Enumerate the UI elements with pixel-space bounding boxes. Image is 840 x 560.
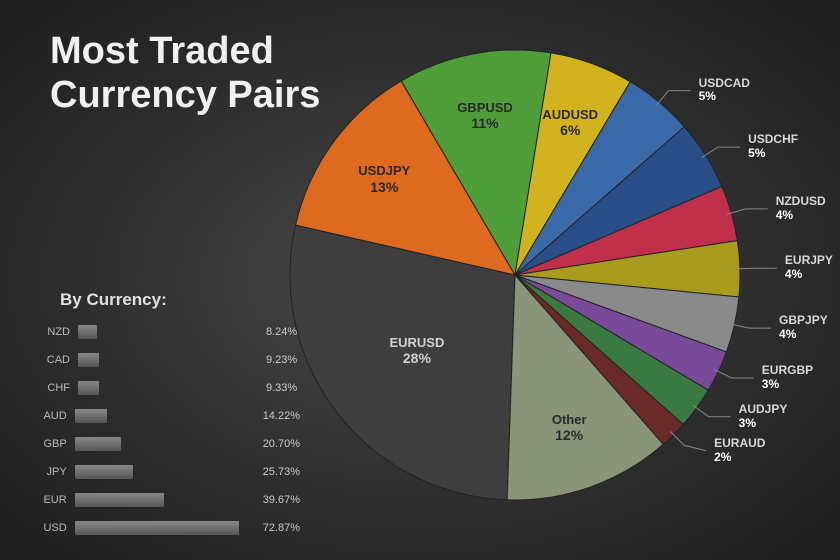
slice-pct: 3% <box>762 378 813 392</box>
leader-line <box>702 147 741 157</box>
bar-value: 9.33% <box>266 382 297 394</box>
bar-label: USD <box>40 522 75 534</box>
bar-row: AUD 14.22% <box>40 404 300 427</box>
slice-pct: 4% <box>785 268 833 282</box>
slice-pct: 2% <box>714 451 765 465</box>
slice-pct: 4% <box>776 209 826 223</box>
slice-name: USDCAD <box>699 76 750 90</box>
bar-track <box>75 521 255 535</box>
bar-value: 72.87% <box>263 522 300 534</box>
bar-value: 39.67% <box>263 494 300 506</box>
bar-fill <box>75 465 133 479</box>
slice-name: GBPJPY <box>779 313 828 327</box>
bar-row: JPY 25.73% <box>40 460 300 483</box>
bar-chart-title: By Currency: <box>60 290 300 310</box>
bar-track <box>75 437 255 451</box>
bar-label: AUD <box>40 410 75 422</box>
bar-track <box>75 465 255 479</box>
slice-pct: 11% <box>457 115 513 132</box>
slice-pct: 13% <box>358 179 410 196</box>
bar-track <box>75 409 255 423</box>
bar-row: NZD 8.24% <box>40 320 300 343</box>
bar-track <box>78 381 258 395</box>
bar-value: 9.23% <box>266 354 297 366</box>
bar-fill <box>78 381 99 395</box>
leader-line <box>656 91 690 106</box>
bar-label: CHF <box>40 382 78 394</box>
pie-slice-label: AUDUSD6% <box>542 107 598 139</box>
bar-label: JPY <box>40 466 75 478</box>
bar-label: CAD <box>40 354 78 366</box>
pie-ext-label: EURJPY4% <box>785 254 833 282</box>
leader-line <box>727 209 768 214</box>
leader-line <box>730 324 771 328</box>
bar-value: 14.22% <box>263 410 300 422</box>
title-line-1: Most Traded <box>50 30 274 72</box>
bar-fill <box>75 493 164 507</box>
slice-name: GBPUSD <box>457 100 513 115</box>
slice-name: AUDUSD <box>542 107 598 122</box>
slice-name: NZDUSD <box>776 194 826 208</box>
bar-row: CAD 9.23% <box>40 348 300 371</box>
bar-value: 8.24% <box>266 326 297 338</box>
pie-ext-label: USDCAD5% <box>699 77 750 105</box>
bar-fill <box>75 409 107 423</box>
bar-row: USD 72.87% <box>40 516 300 539</box>
pie-ext-label: EURAUD2% <box>714 437 765 465</box>
slice-name: EURUSD <box>389 335 444 350</box>
bar-track <box>78 325 258 339</box>
pie-ext-label: GBPJPY4% <box>779 314 828 342</box>
slice-pct: 6% <box>542 122 598 139</box>
bar-track <box>75 493 255 507</box>
slice-pct: 5% <box>699 90 750 104</box>
pie-slice-label: EURUSD28% <box>389 335 444 367</box>
leader-line <box>693 405 731 417</box>
bar-value: 20.70% <box>263 438 300 450</box>
bar-label: EUR <box>40 494 75 506</box>
slice-pct: 4% <box>779 328 828 342</box>
pie-ext-label: AUDJPY3% <box>739 403 788 431</box>
pie-slice-label: USDJPY13% <box>358 163 410 195</box>
page-title: Most Traded Currency Pairs <box>50 30 320 117</box>
pie-chart: EURUSD28% USDJPY13% GBPUSD11% AUDUSD6% Other… <box>290 50 740 500</box>
bar-row: GBP 20.70% <box>40 432 300 455</box>
bar-row: EUR 39.67% <box>40 488 300 511</box>
bar-fill <box>75 437 122 451</box>
leader-line <box>714 370 754 378</box>
bar-label: GBP <box>40 438 75 450</box>
bar-label: NZD <box>40 326 78 338</box>
bar-row: CHF 9.33% <box>40 376 300 399</box>
slice-name: AUDJPY <box>739 402 788 416</box>
slice-name: USDJPY <box>358 163 410 178</box>
slice-name: USDCHF <box>748 132 798 146</box>
slice-name: EURGBP <box>762 363 813 377</box>
bar-track <box>78 353 258 367</box>
slice-pct: 28% <box>389 350 444 367</box>
pie-slice-label: Other12% <box>552 412 587 444</box>
slice-name: EURAUD <box>714 436 765 450</box>
bar-chart: By Currency: NZD 8.24% CAD 9.23% CHF 9.33% AUD… <box>40 290 300 544</box>
slice-pct: 12% <box>552 427 587 444</box>
leader-line <box>735 268 776 269</box>
slice-pct: 5% <box>748 147 798 161</box>
pie-slice-label: GBPUSD11% <box>457 100 513 132</box>
bar-fill <box>78 325 97 339</box>
bar-fill <box>78 353 99 367</box>
slice-pct: 3% <box>739 417 788 431</box>
slice-name: EURJPY <box>785 253 833 267</box>
title-line-2: Currency Pairs <box>50 74 320 116</box>
pie-ext-label: USDCHF5% <box>748 133 798 161</box>
bar-fill <box>75 521 239 535</box>
pie-ext-label: EURGBP3% <box>762 364 813 392</box>
slice-name: Other <box>552 412 587 427</box>
bar-value: 25.73% <box>263 466 300 478</box>
pie-ext-label: NZDUSD4% <box>776 195 826 223</box>
leader-line <box>670 431 706 450</box>
